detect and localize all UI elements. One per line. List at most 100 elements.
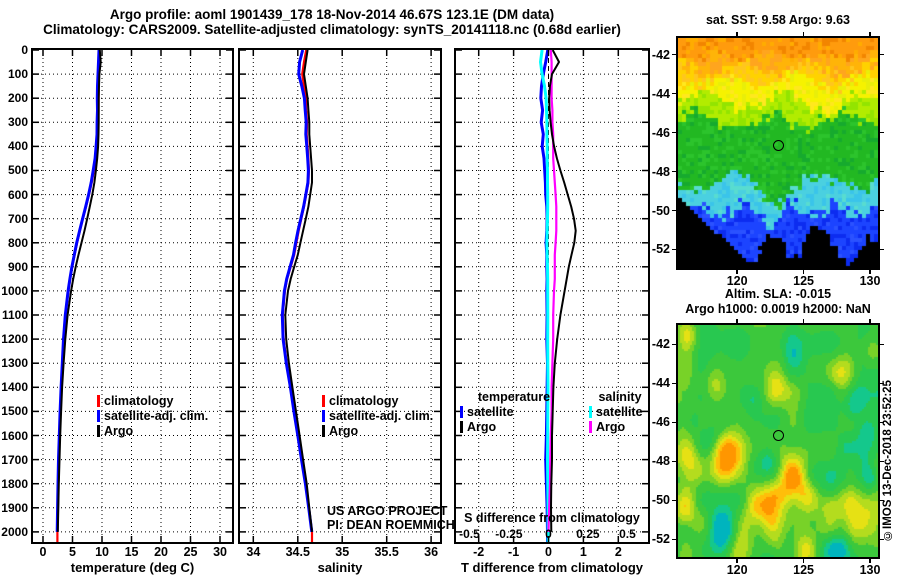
sst_map-tick [736, 270, 738, 274]
sal_profile-xtick-label: 35.5 [374, 545, 399, 559]
sst_map-ytick-label: -50 [651, 203, 670, 218]
salinity-diff-tick-label: 0.5 [619, 527, 636, 541]
sla_map-tick [672, 460, 676, 463]
diff-legend-label: Argo [596, 420, 626, 434]
salinity-diff-tick-label: 0.25 [576, 527, 600, 541]
sla_map-tick [672, 538, 676, 541]
temp_profile-xtick-label: 30 [213, 545, 227, 559]
sal_profile-xtick-label: 36 [424, 545, 439, 559]
temp-legend-marker [97, 425, 100, 437]
depth-tick-label: 500 [7, 163, 28, 178]
argo-float-location-marker [772, 430, 784, 442]
sla_map-tick [736, 319, 738, 323]
temp_profile-xaxis-label: temperature (deg C) [70, 560, 195, 575]
depth-tick-label: 300 [7, 115, 28, 130]
sst_map-tick [880, 53, 884, 56]
depth-tick-label: 1000 [1, 283, 28, 298]
sst-map-title: sat. SST: 9.58 Argo: 9.63 [705, 13, 851, 27]
sla_map-tick [880, 421, 884, 424]
sla_map-tick [802, 559, 805, 563]
argo-heights-title: Argo h1000: 0.0019 h2000: NaN [685, 302, 871, 316]
sal_profile-plot [238, 48, 442, 544]
sla_map-tick [672, 421, 676, 424]
salinity-diff-tick-label: -0.5 [459, 527, 480, 541]
depth-tick-label: 1600 [1, 428, 28, 443]
sst_map-ytick-label: -44 [651, 86, 670, 101]
sal-legend-label: climatology [329, 394, 399, 408]
depth-tick-label: 2000 [1, 524, 28, 539]
sal_profile-xaxis-label: salinity [317, 560, 363, 575]
sla_map-tick [736, 559, 738, 563]
sal-legend-label: Argo [329, 424, 359, 438]
depth-tick-label: 1100 [1, 308, 28, 323]
sla_map-ytick-label: -48 [651, 454, 670, 469]
sla_map-tick [880, 382, 884, 385]
sla_map-xtick-label: 125 [793, 563, 814, 577]
temp_profile-xtick-label: 10 [95, 545, 109, 559]
sst_map-tick [802, 270, 805, 274]
diff_profile-xtick-label: -2 [473, 545, 485, 559]
sst_map-ytick-label: -42 [651, 47, 670, 62]
diff-legend-marker [589, 421, 592, 433]
sla_map-tick [869, 319, 871, 323]
temp_profile-xtick-label: 20 [154, 545, 168, 559]
sla_map-ytick-label: -52 [651, 532, 670, 547]
diff_profile-xtick-label: 2 [614, 545, 622, 559]
depth-tick-label: 400 [7, 139, 28, 154]
sst_map-tick [672, 170, 676, 173]
sal-legend-label: satellite-adj. clim. [329, 409, 434, 423]
salinity-diff-tick-label: -0.25 [495, 527, 523, 541]
pi-dean-roemmich-text: PI: DEAN ROEMMICH [327, 518, 455, 532]
depth-tick-label: 1200 [1, 332, 28, 347]
sal-legend-marker [322, 395, 325, 407]
sla_map-tick [880, 460, 884, 463]
sst_map-xtick-label: 125 [793, 274, 814, 288]
diff-legend-label: Argo [467, 420, 497, 434]
depth-tick-label: 1800 [1, 476, 28, 491]
sla_map-ytick-label: -44 [651, 376, 670, 391]
sla_map-tick [880, 538, 884, 541]
sla_map-tick [672, 382, 676, 385]
sal-legend-marker [322, 425, 325, 437]
depth-tick-label: 600 [7, 187, 28, 202]
sst_map-tick [880, 248, 884, 251]
temp-legend-marker [97, 395, 100, 407]
depth-tick-label: 100 [7, 67, 28, 82]
sla_map-xtick-label: 120 [726, 563, 748, 577]
sla_map-tick [869, 559, 871, 563]
temp-legend-label: Argo [104, 424, 134, 438]
depth-tick-label: 1500 [1, 404, 28, 419]
temp-legend-label: climatology [104, 394, 174, 408]
sst_map-tick [736, 32, 738, 36]
temp-legend-label: satellite-adj. clim. [104, 409, 209, 423]
depth-tick-label: 1300 [1, 356, 28, 371]
sst_map-tick [880, 170, 884, 173]
us-argo-project-text: US ARGO PROJECT [327, 504, 448, 518]
main-title-line1: Argo profile: aoml 1901439_178 18-Nov-20… [109, 7, 555, 22]
depth-tick-label: 1900 [1, 500, 28, 515]
sst_map-tick [672, 131, 676, 134]
sst_map-tick [672, 92, 676, 95]
sal-legend-marker [322, 410, 325, 422]
diff_profile-xtick-label: 1 [579, 545, 587, 559]
sst_map-xtick-label: 120 [726, 274, 748, 288]
sla-map-title: Altim. SLA: -0.015 [724, 287, 832, 301]
depth-tick-label: 1400 [1, 380, 28, 395]
temp_profile-xtick-label: 5 [69, 545, 76, 559]
diff-legend-group-title: temperature [477, 390, 551, 404]
sst_map-ytick-label: -52 [651, 242, 670, 257]
diff_profile-xtick-label: -1 [508, 545, 520, 559]
sst_map-tick [869, 270, 871, 274]
sla_map-ytick-label: -50 [651, 493, 670, 508]
depth-tick-label: 0 [21, 43, 28, 57]
sal_profile-xtick-label: 35 [335, 545, 350, 559]
diff_profile-xaxis-label: T difference from climatology [460, 560, 644, 575]
temp_profile-plot [31, 48, 234, 544]
main-title-line2: Climatology: CARS2009. Satellite-adjuste… [43, 22, 621, 37]
diff-legend-marker [589, 406, 592, 418]
diff-legend-marker [460, 406, 463, 418]
diff-legend-label: satellite [467, 405, 514, 419]
sla_map-tick [672, 499, 676, 502]
diff-legend-label: satellite [596, 405, 643, 419]
